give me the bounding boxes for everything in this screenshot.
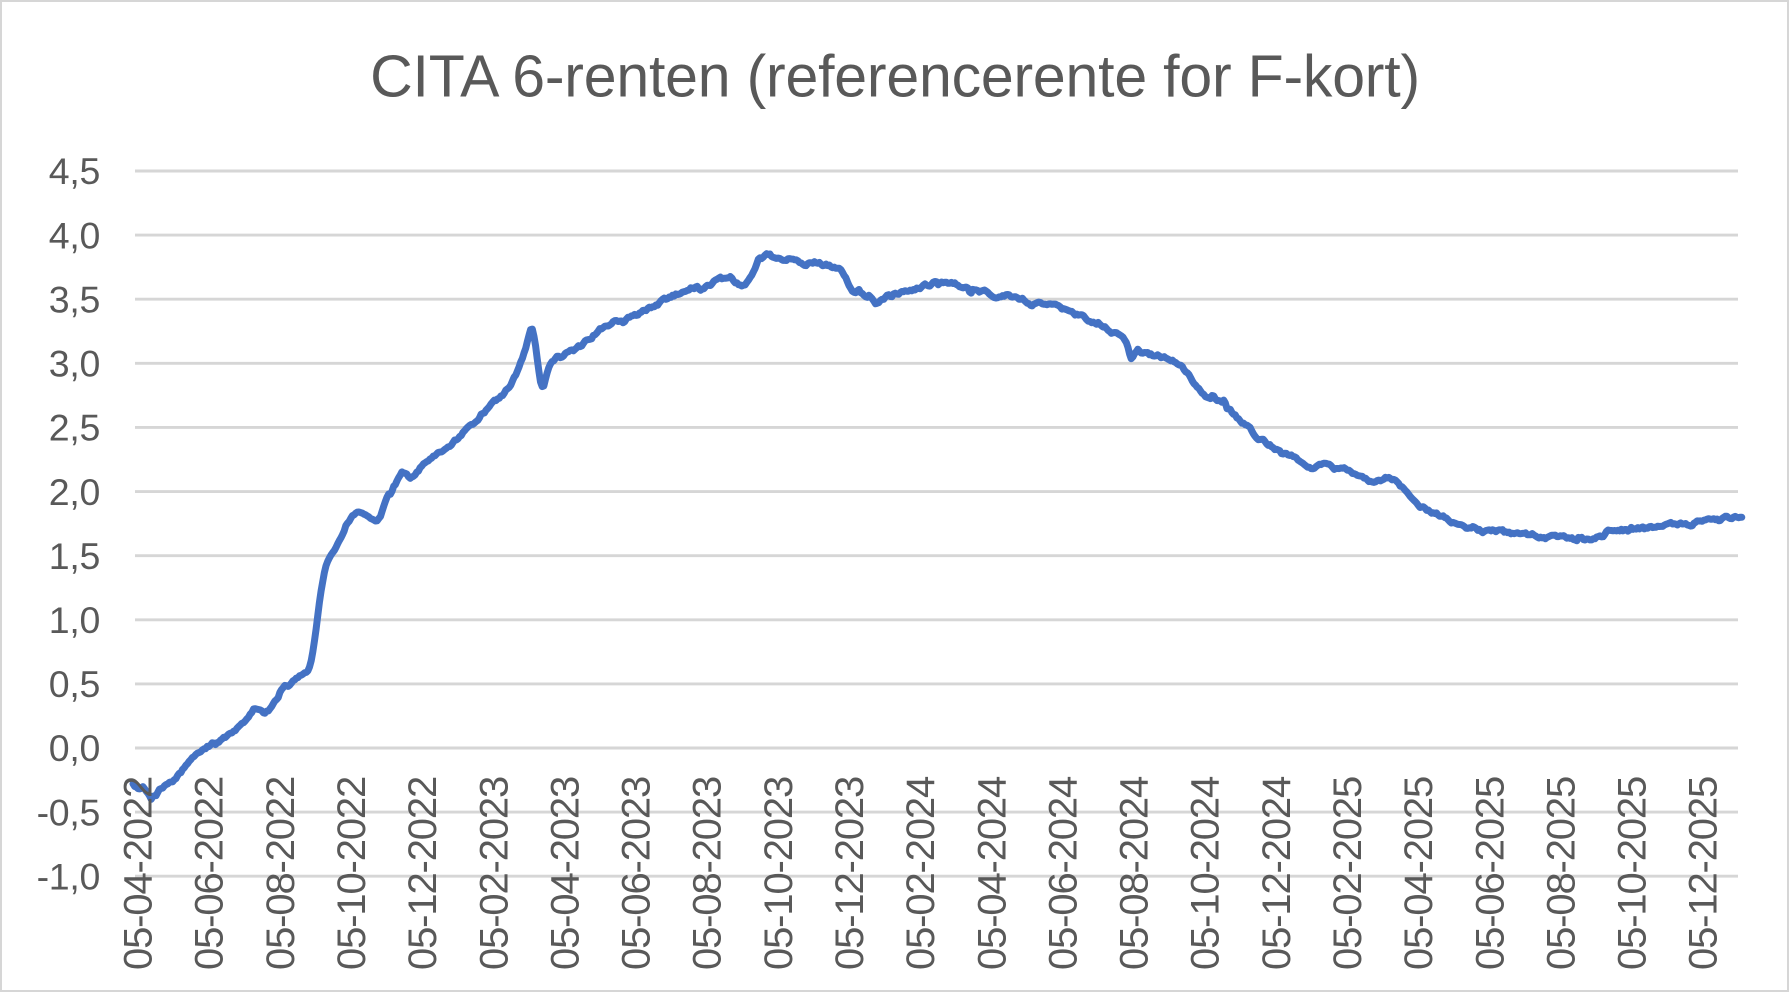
svg-text:0,0: 0,0 bbox=[49, 727, 100, 769]
svg-text:05-10-2022: 05-10-2022 bbox=[330, 777, 374, 970]
svg-text:05-08-2025: 05-08-2025 bbox=[1539, 777, 1583, 970]
svg-text:05-02-2023: 05-02-2023 bbox=[472, 777, 516, 970]
svg-text:05-08-2023: 05-08-2023 bbox=[686, 777, 730, 970]
svg-text:CITA 6-renten (referencerente: CITA 6-renten (referencerente for F-kort… bbox=[370, 44, 1420, 110]
svg-text:3,5: 3,5 bbox=[49, 278, 100, 320]
svg-text:05-02-2025: 05-02-2025 bbox=[1326, 777, 1370, 970]
svg-text:05-04-2025: 05-04-2025 bbox=[1397, 777, 1441, 970]
svg-text:05-04-2024: 05-04-2024 bbox=[970, 776, 1014, 970]
svg-text:05-06-2025: 05-06-2025 bbox=[1468, 777, 1512, 970]
svg-text:-0,5: -0,5 bbox=[37, 791, 100, 833]
svg-text:05-06-2022: 05-06-2022 bbox=[188, 777, 232, 970]
svg-text:05-12-2022: 05-12-2022 bbox=[401, 777, 445, 970]
svg-text:05-10-2023: 05-10-2023 bbox=[757, 777, 801, 970]
svg-text:0,5: 0,5 bbox=[49, 663, 100, 705]
svg-text:05-08-2024: 05-08-2024 bbox=[1113, 776, 1157, 970]
svg-text:2,5: 2,5 bbox=[49, 407, 100, 449]
svg-text:05-10-2024: 05-10-2024 bbox=[1184, 776, 1228, 970]
svg-text:05-06-2024: 05-06-2024 bbox=[1041, 776, 1085, 970]
svg-text:4,0: 4,0 bbox=[49, 214, 100, 256]
svg-text:05-04-2022: 05-04-2022 bbox=[117, 777, 161, 970]
svg-text:05-10-2025: 05-10-2025 bbox=[1611, 777, 1655, 970]
svg-text:3,0: 3,0 bbox=[49, 343, 100, 385]
svg-text:1,0: 1,0 bbox=[49, 599, 100, 641]
svg-text:05-02-2024: 05-02-2024 bbox=[899, 776, 943, 970]
svg-text:05-12-2024: 05-12-2024 bbox=[1255, 776, 1299, 970]
svg-text:05-12-2025: 05-12-2025 bbox=[1682, 777, 1726, 970]
svg-text:05-08-2022: 05-08-2022 bbox=[259, 777, 303, 970]
svg-text:1,5: 1,5 bbox=[49, 535, 100, 577]
svg-text:05-06-2023: 05-06-2023 bbox=[615, 777, 659, 970]
svg-text:05-12-2023: 05-12-2023 bbox=[828, 777, 872, 970]
svg-text:2,0: 2,0 bbox=[49, 471, 100, 513]
svg-text:4,5: 4,5 bbox=[49, 150, 100, 192]
svg-text:05-04-2023: 05-04-2023 bbox=[543, 777, 587, 970]
svg-text:-1,0: -1,0 bbox=[37, 855, 100, 897]
